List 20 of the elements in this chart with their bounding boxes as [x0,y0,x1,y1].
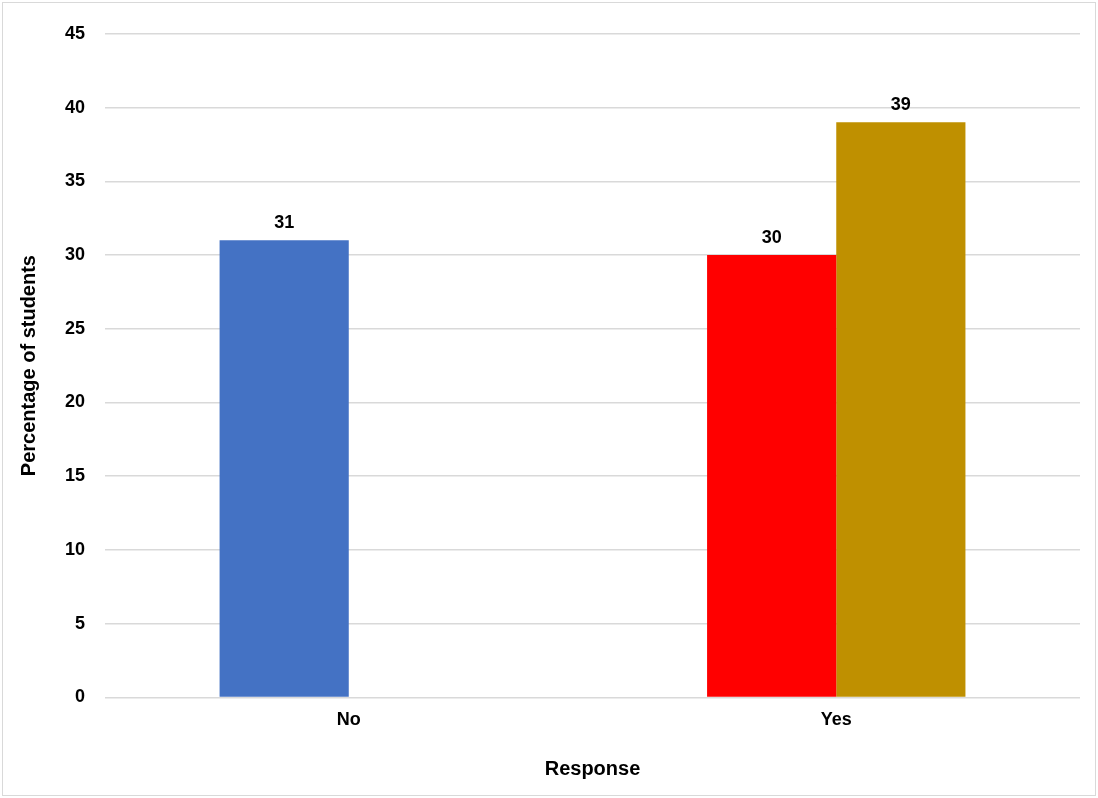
y-tick-label: 0 [75,686,86,707]
data-label: 30 [761,226,782,247]
bar [707,255,837,697]
y-axis-title: Percentage of students [16,255,39,477]
y-tick-label: 35 [64,170,86,191]
y-tick-label: 15 [64,465,86,486]
y-tick-label: 30 [64,243,86,264]
bar [219,240,349,697]
data-label: 31 [274,212,295,233]
y-tick-label: 10 [64,538,86,559]
x-tick-label: Yes [820,709,852,730]
y-tick-label: 45 [64,22,86,43]
y-tick-label: 40 [64,96,86,117]
x-axis-title: Response [544,756,641,779]
y-tick-label: 20 [64,391,86,412]
y-tick-label: 5 [75,612,86,633]
data-label: 39 [890,94,911,115]
x-tick-label: No [336,709,361,730]
bar [836,122,966,697]
y-tick-label: 25 [64,317,86,338]
